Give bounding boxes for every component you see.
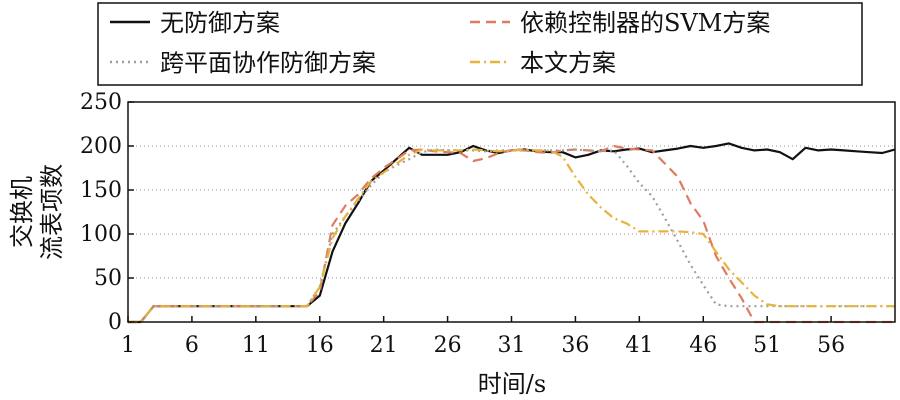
legend-box (97, 2, 863, 86)
legend-label-1: 无防御方案 (160, 9, 280, 37)
x-axis-label: 时间/s (478, 370, 546, 398)
x-tick-label-1: 6 (185, 333, 199, 358)
x-tick-label-4: 21 (370, 333, 398, 358)
legend-label-3: 跨平面协作防御方案 (160, 49, 376, 77)
y-axis-label-line-1: 交换机 (8, 176, 36, 248)
x-tick-label-8: 41 (625, 333, 653, 358)
x-tick-label-2: 11 (242, 333, 270, 358)
x-tick-label-9: 46 (689, 333, 717, 358)
x-tick-label-7: 36 (561, 333, 589, 358)
x-tick-label-5: 26 (434, 333, 462, 358)
y-tick-label-0: 0 (108, 310, 122, 335)
y-tick-label-3: 150 (80, 178, 122, 203)
x-tick-label-10: 51 (753, 333, 781, 358)
plot-frame (127, 101, 896, 323)
x-tick-label-3: 16 (306, 333, 334, 358)
legend-label-2: 依赖控制器的SVM方案 (520, 9, 770, 37)
x-tick-label-0: 1 (121, 333, 135, 358)
series-line-1 (128, 142, 896, 324)
y-tick-label-2: 100 (80, 222, 122, 247)
x-tick-label-11: 56 (817, 333, 845, 358)
y-tick-label-5: 250 (80, 90, 122, 115)
y-tick-label-4: 200 (80, 134, 122, 159)
y-tick-label-1: 50 (94, 266, 122, 291)
legend-label-4: 本文方案 (520, 49, 616, 77)
y-axis-label-line-2: 流表项数 (38, 164, 66, 260)
legend: 无防御方案 依赖控制器的SVM方案 跨平面协作防御方案 本文方案 (97, 2, 863, 86)
series-lines (128, 142, 896, 324)
series-line-2 (128, 144, 895, 324)
x-tick-label-6: 31 (498, 333, 526, 358)
series-line-3 (128, 148, 895, 324)
gridlines (128, 145, 895, 279)
axes (127, 101, 896, 323)
series-line-4 (128, 148, 895, 324)
